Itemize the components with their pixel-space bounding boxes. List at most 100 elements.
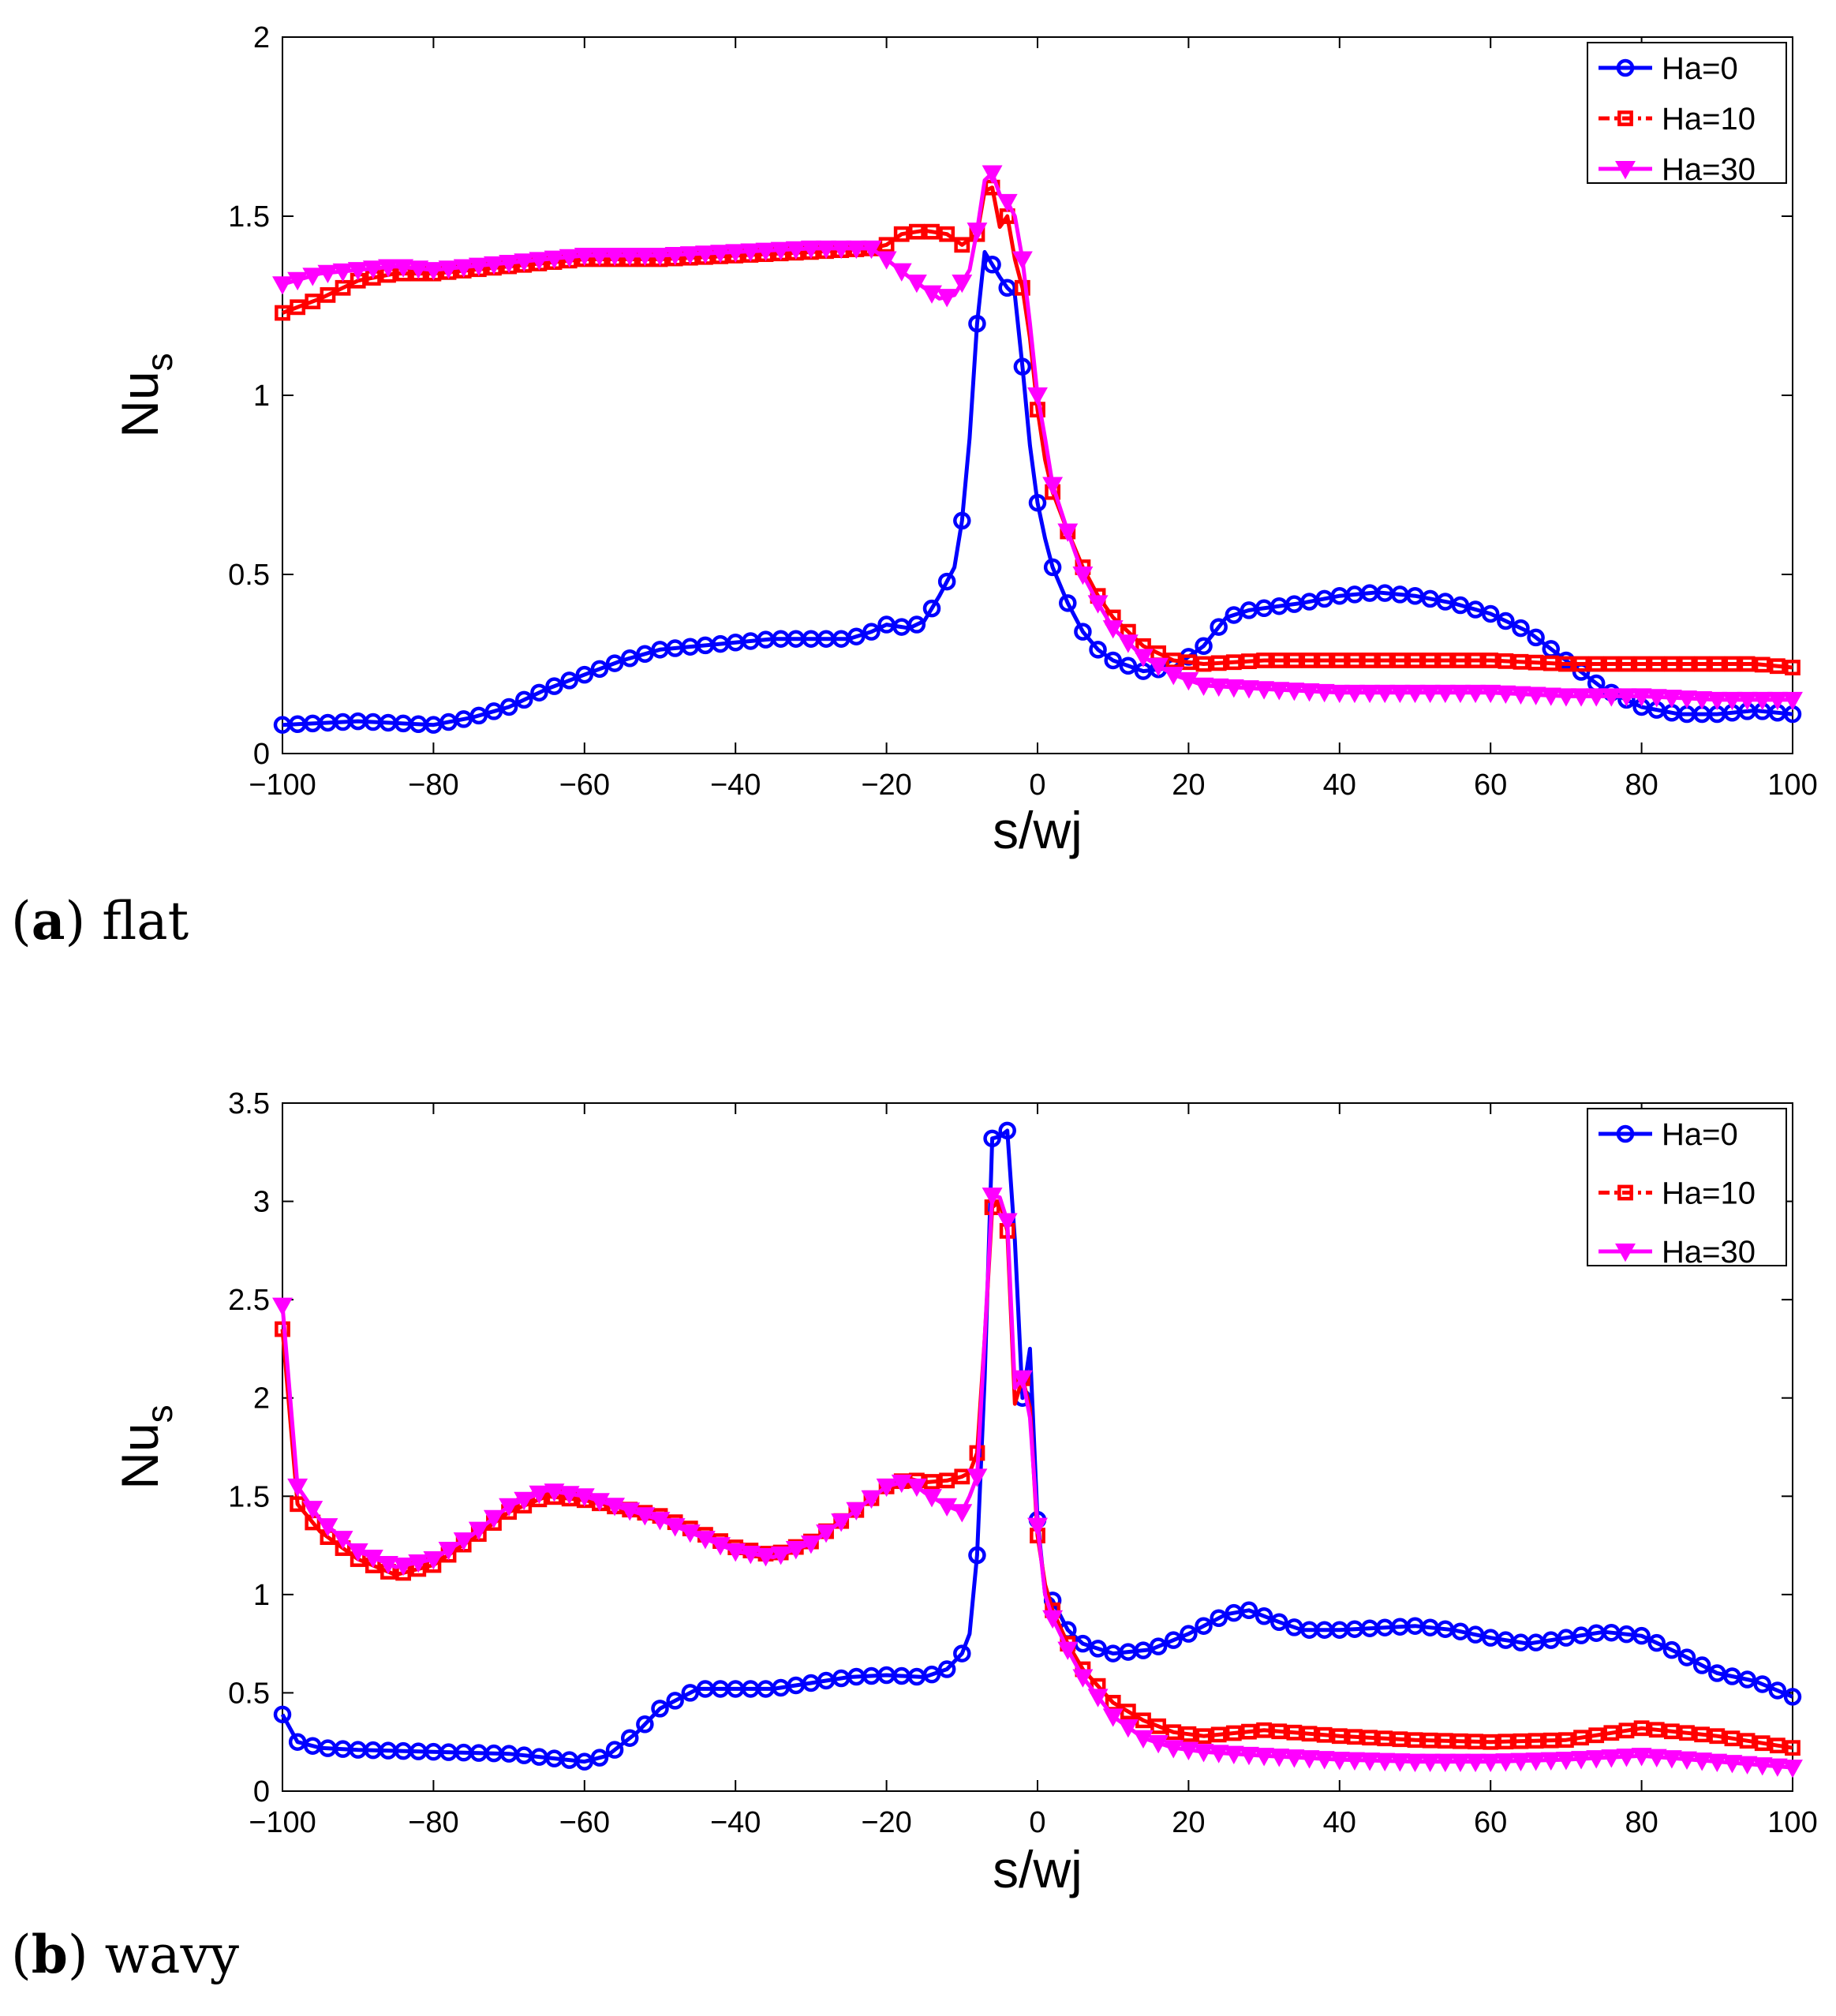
y-tick-label: 1.5 (228, 200, 270, 234)
marker-triangle-2 (1329, 1752, 1350, 1771)
marker-square-1 (1347, 1729, 1363, 1745)
marker-triangle-2 (1510, 686, 1531, 705)
marker-triangle-2 (423, 262, 444, 281)
marker-triangle-2 (1661, 690, 1682, 709)
marker-square-1 (1256, 1722, 1272, 1738)
marker-triangle-2 (1480, 1753, 1501, 1772)
x-tick-label: −20 (861, 1806, 911, 1839)
marker-triangle-2 (302, 267, 323, 286)
marker-triangle-2 (937, 1498, 958, 1517)
marker-triangle-2 (664, 1518, 686, 1537)
marker-triangle-2 (1707, 1753, 1728, 1772)
marker-triangle-2 (649, 247, 671, 267)
marker-triangle-2 (770, 1547, 791, 1565)
y-tick-label: 1 (253, 380, 270, 413)
marker-square-1 (1528, 654, 1544, 671)
marker-circle-0 (484, 702, 503, 720)
marker-circle-0 (922, 599, 941, 618)
marker-triangle-2 (1299, 683, 1320, 702)
x-tick-label: −100 (249, 769, 316, 802)
marker-triangle-2 (574, 1488, 595, 1507)
x-axis-label: s/wj (993, 1840, 1083, 1898)
marker-triangle-2 (332, 263, 353, 282)
x-tick-label: 80 (1625, 1806, 1658, 1839)
marker-triangle-2 (740, 243, 761, 262)
marker-triangle-2 (1601, 688, 1622, 707)
marker-triangle-2 (1133, 649, 1154, 668)
marker-triangle-2 (922, 1489, 942, 1508)
marker-triangle-2 (1284, 1749, 1305, 1768)
marker-square-1 (1422, 1732, 1438, 1749)
marker-square-1 (1754, 1735, 1771, 1752)
marker-triangle-2 (1465, 1753, 1486, 1772)
marker-triangle-2 (559, 1486, 580, 1505)
marker-triangle-2 (1269, 1749, 1290, 1767)
marker-square-1 (1377, 1730, 1393, 1747)
marker-triangle-2 (604, 247, 626, 267)
marker-triangle-2 (1767, 691, 1788, 711)
marker-circle-0 (1512, 619, 1530, 638)
marker-square-1 (893, 226, 910, 242)
marker-triangle-2 (846, 1502, 867, 1521)
caption-b-text: wavy (104, 1924, 240, 1985)
marker-square-1 (1603, 1725, 1620, 1741)
marker-circle-0 (847, 627, 866, 645)
marker-circle-0 (590, 1749, 609, 1767)
marker-triangle-legend-2 (1615, 1244, 1636, 1262)
marker-square-1 (1724, 1730, 1741, 1747)
marker-triangle-2 (1540, 687, 1561, 706)
marker-circle-0 (937, 572, 956, 591)
marker-square-1 (1407, 1732, 1423, 1749)
marker-square-1 (1468, 1734, 1483, 1750)
marker-circle-0 (605, 1741, 624, 1759)
marker-circle-0 (1089, 641, 1107, 659)
marker-square-1 (1724, 656, 1741, 672)
marker-triangle-2 (1072, 1669, 1094, 1688)
caption-a: (a) flat (11, 890, 189, 952)
marker-square-1 (878, 237, 895, 253)
x-tick-label: 0 (1029, 769, 1045, 802)
marker-triangle-2 (1133, 1730, 1154, 1749)
marker-square-1 (1769, 658, 1786, 675)
chart-panel-a: −100 −80 −60 −40 −20 0 20 40 60 80 100 0 0.5 1 1.5 2 s/w… (110, 21, 1818, 859)
marker-triangle-2 (1208, 1745, 1229, 1764)
marker-triangle-2 (1057, 1641, 1079, 1660)
marker-square-1 (1362, 653, 1378, 668)
y-tick-label: 3.5 (228, 1087, 270, 1120)
marker-square-1 (1663, 656, 1680, 672)
marker-circle-0 (1783, 1688, 1802, 1706)
marker-circle-0 (1134, 1641, 1153, 1659)
marker-triangle-2 (378, 1555, 398, 1575)
marker-triangle-2 (1163, 667, 1184, 686)
y-axis-label: Nus (110, 353, 180, 437)
marker-square-1 (1271, 653, 1288, 668)
y-tick-label: 0.5 (228, 1677, 270, 1710)
marker-triangle-2 (1782, 1760, 1803, 1778)
marker-triangle-2 (1404, 1753, 1426, 1772)
marker-triangle-2 (1359, 1752, 1381, 1771)
y-tick-label: 0 (253, 1775, 270, 1808)
x-tick-label: 0 (1029, 1806, 1045, 1839)
legend-item: Ha=10 (1599, 1176, 1756, 1211)
marker-square-1 (1453, 653, 1468, 668)
marker-triangle-2 (1193, 677, 1214, 697)
x-tick-label: 100 (1767, 1806, 1817, 1839)
marker-circle-0 (1180, 1625, 1198, 1643)
marker-triangle-2 (1087, 595, 1109, 614)
marker-triangle-2 (589, 1493, 610, 1512)
marker-circle-0 (1119, 656, 1138, 675)
x-axis-label: s/wj (993, 801, 1083, 859)
series-line (280, 1128, 1793, 1764)
marker-circle-0 (560, 671, 578, 690)
marker-triangle-2 (891, 263, 912, 282)
marker-square-1 (1437, 653, 1453, 668)
marker-circle-0 (1451, 596, 1470, 615)
marker-square-1 (939, 1472, 955, 1489)
marker-square-1 (1316, 653, 1333, 668)
marker-triangle-2 (1449, 1753, 1471, 1772)
series-Ha-0 (273, 249, 1802, 734)
marker-triangle-2 (997, 1213, 1018, 1232)
marker-square-1 (1316, 1726, 1333, 1743)
marker-square-1 (1165, 1724, 1182, 1741)
marker-triangle-2 (1193, 1744, 1214, 1763)
